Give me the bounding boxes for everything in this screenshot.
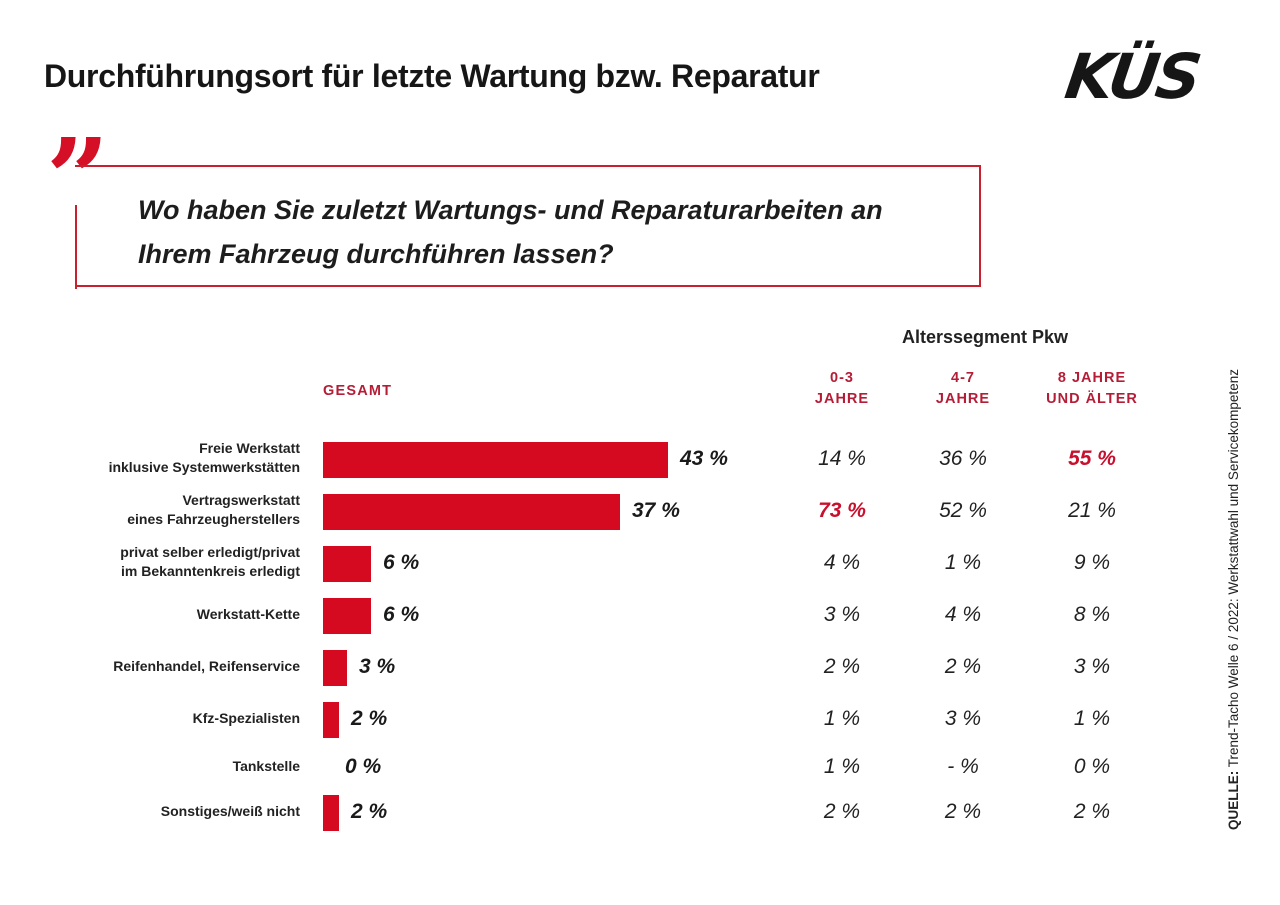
table-cell: 0 % <box>1073 755 1111 778</box>
question-box <box>75 165 981 287</box>
age-column-header-line: 8 JAHRE <box>1057 370 1127 386</box>
survey-question: Wo haben Sie zuletzt Wartungs- und Repar… <box>138 195 883 269</box>
bar <box>323 795 339 831</box>
age-column-header: 0-3 JAHRE <box>782 368 902 410</box>
table-cell: 2 % <box>944 655 982 678</box>
table-cell: 4 % <box>944 603 982 626</box>
table-cell: - % <box>947 755 979 778</box>
table-cell: 36 % <box>939 447 987 470</box>
category-label-line: Sonstiges/weiß nicht <box>160 802 300 819</box>
age-column-header: 8 JAHRE UND ÄLTER <box>1032 368 1152 410</box>
table-cell: 52 % <box>939 499 987 522</box>
total-column-header: GESAMT <box>323 383 393 399</box>
table-cell: 3 % <box>1073 655 1111 678</box>
category-label-line: Reifenhandel, Reifenservice <box>113 657 300 674</box>
age-column-header-line: 0-3 <box>830 370 854 386</box>
question-box-left-border <box>75 205 77 289</box>
bar <box>323 598 371 634</box>
table-cell: 3 % <box>944 707 982 730</box>
category-label-line: privat selber erledigt/privat <box>120 544 300 560</box>
source-text: Trend-Tacho Welle 6 / 2022: Werkstattwah… <box>1226 369 1241 771</box>
age-column-header-line: UND ÄLTER <box>1046 391 1138 407</box>
category-label: Freie Werkstatt inklusive Systemwerkstätt… <box>0 439 300 477</box>
category-label-line: Werkstatt-Kette <box>196 605 300 622</box>
bar-value-label: 2 % <box>351 707 388 730</box>
table-cell: 2 % <box>944 800 982 823</box>
bar <box>323 702 339 738</box>
age-segment-title: Alterssegment Pkw <box>901 327 1069 347</box>
table-cell: 21 % <box>1068 499 1116 522</box>
category-label-line: Freie Werkstatt <box>199 440 300 456</box>
age-column-header-line: 4-7 <box>951 370 975 386</box>
source-label: QUELLE: <box>1226 770 1241 830</box>
category-label-line: Kfz-Spezialisten <box>192 709 300 726</box>
bar-value-label: 2 % <box>351 800 388 823</box>
table-cell: 55 % <box>1068 447 1116 470</box>
category-label-line: eines Fahrzeugherstellers <box>127 511 300 527</box>
category-label: Sonstiges/weiß nicht <box>0 802 300 821</box>
table-cell: 73 % <box>818 499 866 522</box>
table-cell: 4 % <box>823 551 861 574</box>
category-label-line: Vertragswerkstatt <box>182 492 300 508</box>
category-label: Werkstatt-Kette <box>0 605 300 624</box>
source-note: QUELLE: Trend-Tacho Welle 6 / 2022: Werk… <box>1226 369 1241 830</box>
table-cell: 8 % <box>1073 603 1111 626</box>
bar <box>323 494 620 530</box>
category-label: Reifenhandel, Reifenservice <box>0 657 300 676</box>
bar-value-label: 3 % <box>359 655 396 678</box>
bar-value-label: 37 % <box>632 499 680 522</box>
bar-value-label: 6 % <box>383 603 420 626</box>
category-label: Vertragswerkstatt eines Fahrzeugherstelle… <box>0 491 300 529</box>
category-label: Kfz-Spezialisten <box>0 709 300 728</box>
table-cell: 1 % <box>823 755 861 778</box>
category-label: privat selber erledigt/privat im Bekannte… <box>0 543 300 581</box>
table-cell: 14 % <box>818 447 866 470</box>
table-cell: 1 % <box>944 551 982 574</box>
bar-value-label: 0 % <box>345 755 382 778</box>
page-title: Durchführungsort für letzte Wartung bzw.… <box>44 58 820 94</box>
category-label-line: im Bekanntenkreis erledigt <box>121 563 300 579</box>
kues-logo: KÜS <box>1060 40 1204 113</box>
table-cell: 1 % <box>823 707 861 730</box>
table-cell: 9 % <box>1073 551 1111 574</box>
table-cell: 3 % <box>823 603 861 626</box>
table-cell: 2 % <box>823 655 861 678</box>
category-label-line: Tankstelle <box>232 757 300 774</box>
table-cell: 1 % <box>1073 707 1111 730</box>
bar <box>323 442 668 478</box>
category-label-line: inklusive Systemwerkstätten <box>108 459 300 475</box>
bar-value-label: 6 % <box>383 551 420 574</box>
bar <box>323 650 347 686</box>
age-column-header-line: JAHRE <box>935 391 991 407</box>
age-column-header-line: JAHRE <box>814 391 870 407</box>
category-label: Tankstelle <box>0 757 300 776</box>
bar <box>323 546 371 582</box>
closing-quote-icon: ” <box>46 114 110 243</box>
age-column-header: 4-7 JAHRE <box>903 368 1023 410</box>
table-cell: 2 % <box>1073 800 1111 823</box>
bar-value-label: 43 % <box>680 447 728 470</box>
table-cell: 2 % <box>823 800 861 823</box>
